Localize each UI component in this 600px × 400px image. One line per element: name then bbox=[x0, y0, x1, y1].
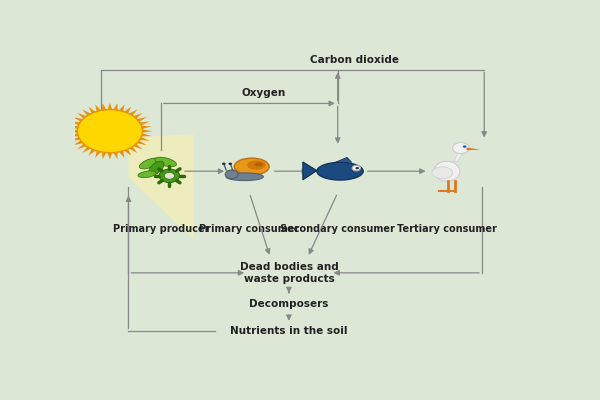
Polygon shape bbox=[102, 152, 106, 159]
Polygon shape bbox=[454, 151, 463, 162]
Ellipse shape bbox=[149, 161, 164, 175]
Polygon shape bbox=[113, 103, 118, 110]
Polygon shape bbox=[142, 134, 152, 136]
Circle shape bbox=[452, 142, 469, 154]
Circle shape bbox=[352, 165, 361, 171]
Circle shape bbox=[225, 170, 238, 178]
Polygon shape bbox=[119, 104, 125, 112]
Polygon shape bbox=[107, 153, 112, 160]
Text: Primary consumer: Primary consumer bbox=[199, 224, 299, 234]
Polygon shape bbox=[124, 107, 131, 113]
Circle shape bbox=[229, 162, 232, 165]
Polygon shape bbox=[142, 130, 152, 133]
Circle shape bbox=[463, 145, 467, 148]
Text: Primary producer: Primary producer bbox=[113, 224, 209, 234]
Polygon shape bbox=[113, 152, 118, 159]
Polygon shape bbox=[73, 141, 83, 145]
Text: Tertiary consumer: Tertiary consumer bbox=[397, 224, 497, 234]
Ellipse shape bbox=[155, 157, 176, 167]
Text: Dead bodies and
waste products: Dead bodies and waste products bbox=[239, 262, 338, 284]
Circle shape bbox=[159, 169, 179, 182]
Polygon shape bbox=[102, 103, 106, 110]
Polygon shape bbox=[335, 157, 352, 162]
Polygon shape bbox=[133, 113, 143, 118]
Text: Carbon dioxide: Carbon dioxide bbox=[310, 55, 398, 65]
Polygon shape bbox=[70, 122, 80, 125]
Polygon shape bbox=[119, 151, 125, 158]
Polygon shape bbox=[133, 144, 143, 149]
Text: Secondary consumer: Secondary consumer bbox=[280, 224, 395, 234]
Ellipse shape bbox=[434, 161, 460, 181]
Polygon shape bbox=[73, 117, 83, 122]
Polygon shape bbox=[77, 144, 86, 149]
Polygon shape bbox=[68, 126, 78, 129]
Polygon shape bbox=[129, 110, 137, 116]
Ellipse shape bbox=[247, 160, 266, 170]
Ellipse shape bbox=[432, 167, 453, 179]
Polygon shape bbox=[142, 126, 152, 129]
Polygon shape bbox=[70, 137, 80, 141]
Circle shape bbox=[355, 167, 359, 169]
Polygon shape bbox=[140, 122, 150, 125]
Circle shape bbox=[222, 162, 226, 165]
Text: Oxygen: Oxygen bbox=[241, 88, 286, 98]
Polygon shape bbox=[124, 149, 131, 156]
Ellipse shape bbox=[226, 173, 263, 180]
Polygon shape bbox=[137, 117, 147, 122]
Polygon shape bbox=[88, 107, 95, 113]
Polygon shape bbox=[467, 148, 481, 150]
Ellipse shape bbox=[254, 162, 263, 166]
Circle shape bbox=[164, 172, 175, 179]
Polygon shape bbox=[129, 147, 137, 153]
Polygon shape bbox=[140, 137, 150, 141]
Polygon shape bbox=[137, 141, 147, 145]
Polygon shape bbox=[88, 149, 95, 156]
Ellipse shape bbox=[138, 171, 156, 178]
Ellipse shape bbox=[317, 162, 363, 180]
Polygon shape bbox=[67, 130, 77, 133]
Polygon shape bbox=[95, 151, 101, 158]
Ellipse shape bbox=[234, 158, 269, 175]
Text: Nutrients in the soil: Nutrients in the soil bbox=[230, 326, 347, 336]
Polygon shape bbox=[303, 162, 317, 180]
Polygon shape bbox=[128, 134, 194, 239]
Ellipse shape bbox=[139, 158, 160, 169]
Polygon shape bbox=[82, 110, 91, 116]
Polygon shape bbox=[77, 113, 86, 118]
Polygon shape bbox=[82, 147, 91, 153]
Circle shape bbox=[77, 110, 142, 153]
Polygon shape bbox=[68, 134, 78, 136]
Text: Decomposers: Decomposers bbox=[249, 299, 329, 309]
Polygon shape bbox=[95, 104, 101, 112]
Polygon shape bbox=[107, 103, 112, 110]
